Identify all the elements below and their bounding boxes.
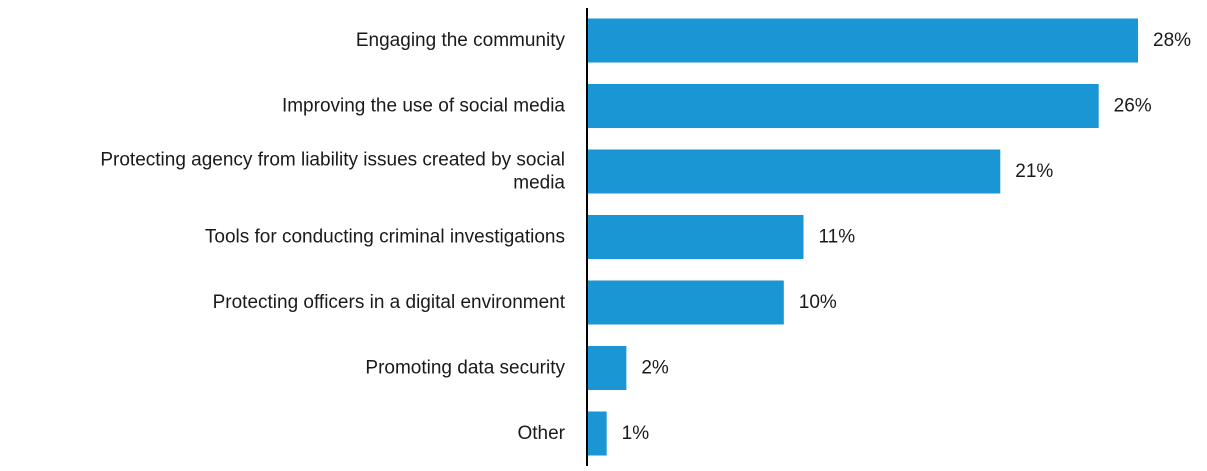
value-label-5: 2%: [641, 358, 669, 379]
value-label-1: 26%: [1114, 96, 1152, 117]
bar-4: [587, 280, 784, 325]
bar-6: [587, 411, 607, 456]
category-label-2: Protecting agency from liability issues …: [100, 150, 565, 194]
value-labels: 28% 26% 21% 11% 10% 2% 1%: [622, 30, 1191, 444]
value-label-2: 21%: [1015, 161, 1053, 182]
category-label-6: Other: [517, 423, 565, 444]
bars-layer: [587, 18, 1139, 456]
category-label-3: Tools for conducting criminal investigat…: [205, 227, 565, 248]
category-label-5: Promoting data security: [365, 358, 565, 379]
category-labels: Engaging the community Improving the use …: [100, 30, 565, 444]
category-label-0: Engaging the community: [356, 30, 566, 51]
bar-3: [587, 215, 804, 259]
value-label-6: 1%: [622, 423, 650, 444]
value-label-3: 11%: [818, 227, 855, 248]
bar-0: [587, 18, 1139, 63]
category-label-1: Improving the use of social media: [282, 96, 565, 117]
value-label-4: 10%: [799, 292, 837, 313]
bar-1: [587, 84, 1099, 128]
bar-2: [587, 149, 1001, 194]
category-label-4: Protecting officers in a digital environ…: [213, 292, 566, 313]
bar-5: [587, 346, 627, 390]
value-label-0: 28%: [1153, 30, 1191, 51]
